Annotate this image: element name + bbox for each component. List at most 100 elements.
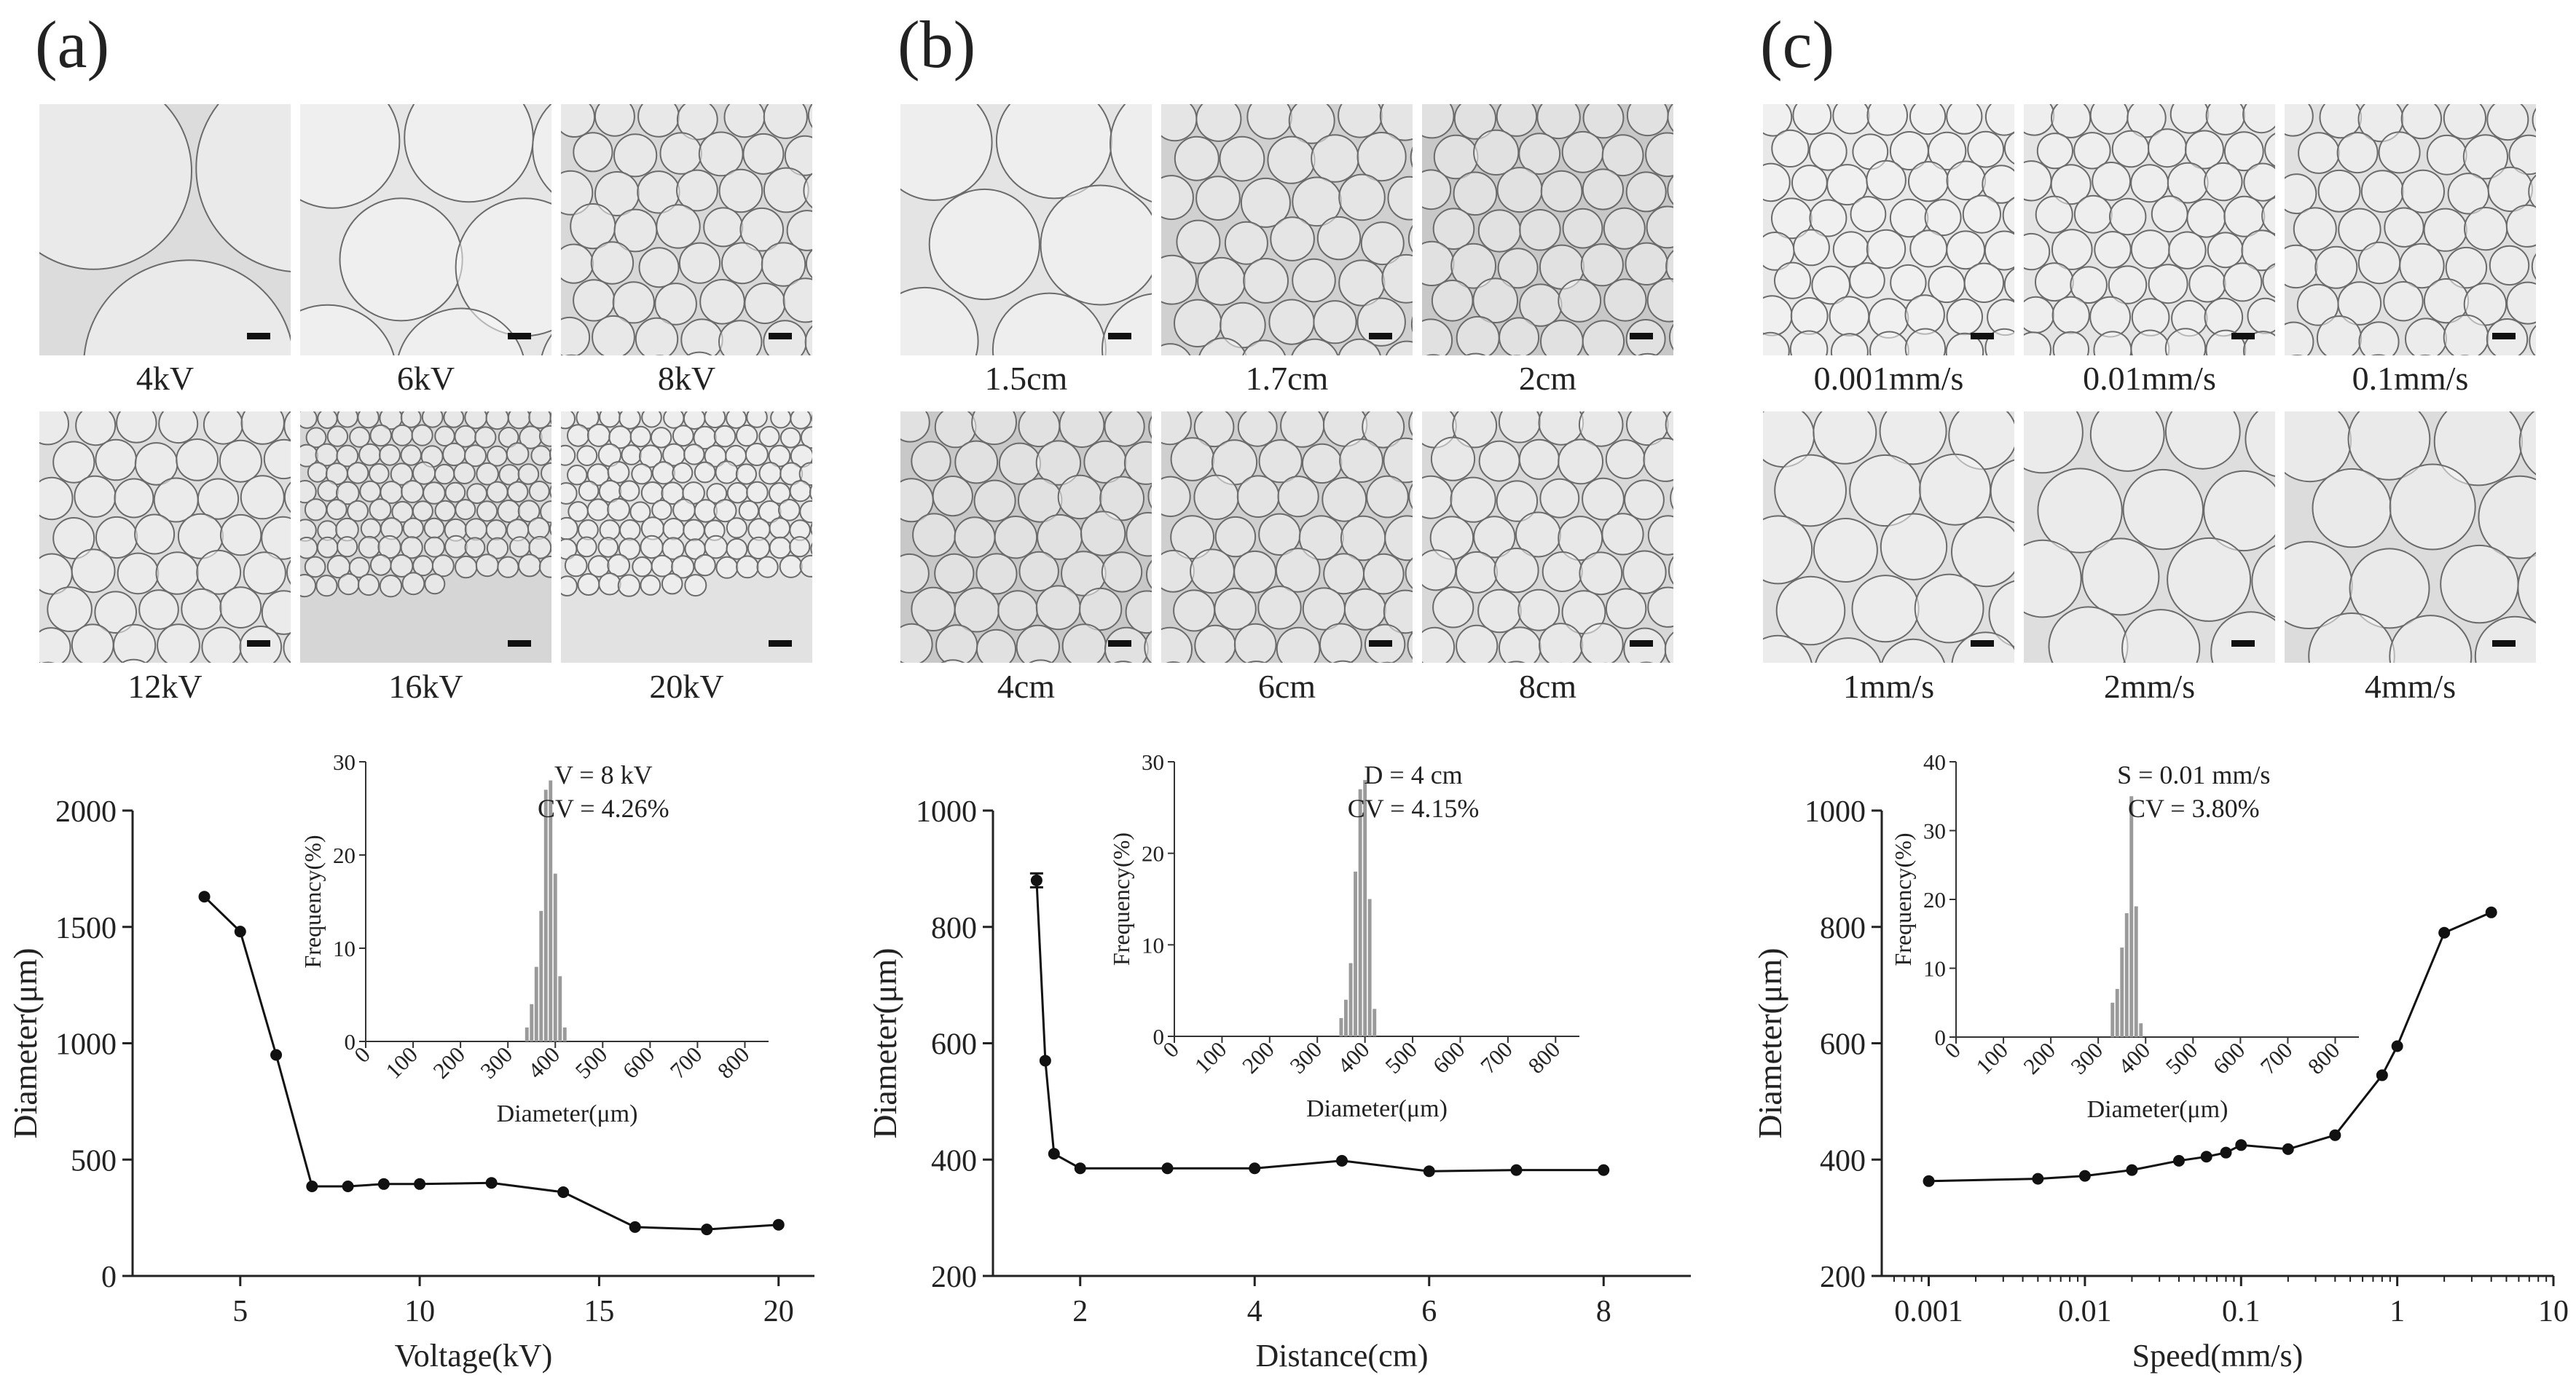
microsphere — [1190, 548, 1235, 594]
microsphere — [1982, 165, 2014, 204]
microsphere — [932, 476, 973, 517]
microsphere — [357, 573, 380, 596]
microsphere — [726, 537, 748, 560]
scale-bar — [1971, 333, 1994, 339]
microsphere — [2405, 318, 2447, 355]
microsphere — [134, 513, 176, 555]
micrograph-caption: 1.7cm — [1245, 360, 1329, 397]
microsphere — [1879, 411, 1947, 465]
microsphere — [1267, 135, 1316, 184]
y-tick-label: 600 — [931, 1028, 977, 1062]
microsphere — [283, 481, 291, 513]
microsphere — [219, 439, 262, 483]
microsphere — [1763, 331, 1790, 355]
scale-bar — [1108, 640, 1131, 647]
microsphere — [391, 424, 414, 446]
microsphere — [1904, 328, 1947, 355]
data-point — [234, 926, 246, 938]
microsphere — [597, 537, 619, 558]
micrograph-image — [900, 104, 1152, 355]
microsphere — [74, 475, 117, 518]
microsphere — [1147, 484, 1152, 509]
microsphere — [598, 572, 621, 596]
microsphere — [1578, 411, 1624, 447]
x-tick-label: 0.1 — [2222, 1295, 2261, 1328]
microsphere — [121, 658, 146, 663]
microsphere — [561, 444, 576, 466]
microsphere — [662, 518, 685, 540]
microsphere — [1809, 199, 1847, 237]
microsphere — [1951, 516, 2014, 588]
data-point — [2329, 1129, 2341, 1141]
microsphere — [464, 537, 486, 559]
microsphere — [1224, 221, 1268, 265]
microsphere — [52, 517, 95, 559]
microsphere — [2121, 609, 2201, 663]
microsphere — [464, 444, 487, 468]
microsphere — [1385, 340, 1413, 355]
micrograph-caption: 0.01mm/s — [2083, 360, 2216, 397]
scale-bar — [1971, 640, 1994, 647]
microsphere — [1379, 104, 1413, 141]
microsphere — [2003, 267, 2014, 302]
microsphere — [567, 424, 590, 447]
microsphere — [1984, 104, 2014, 136]
microsphere — [1311, 134, 1359, 183]
microsphere — [113, 623, 157, 663]
microsphere — [300, 104, 401, 209]
microsphere — [1582, 104, 1625, 139]
microsphere — [1040, 184, 1152, 306]
data-point — [306, 1180, 318, 1192]
microsphere — [300, 480, 317, 504]
microsphere — [1473, 516, 1516, 559]
microsphere — [1813, 518, 1878, 583]
microsphere — [1219, 135, 1265, 182]
micrograph-image — [1422, 411, 1673, 663]
data-point — [772, 1218, 785, 1231]
microsphere — [1214, 587, 1257, 631]
micrograph-caption: 1mm/s — [1842, 668, 1935, 705]
microsphere — [379, 575, 403, 598]
microsphere — [157, 623, 200, 663]
micrograph-caption: 6cm — [1257, 668, 1316, 705]
microsphere — [747, 536, 771, 560]
microsphere — [735, 463, 757, 485]
data-point — [414, 1178, 426, 1190]
microsphere — [1465, 352, 1486, 355]
data-point — [2235, 1139, 2247, 1151]
microsphere — [2293, 207, 2337, 251]
microsphere — [975, 553, 1018, 595]
microsphere — [715, 460, 739, 484]
inset-y-axis-label: Frequency(%) — [1890, 832, 1916, 966]
microsphere — [1951, 631, 2014, 663]
microsphere — [1322, 476, 1367, 522]
microsphere — [369, 424, 392, 447]
microsphere — [2205, 104, 2245, 135]
histogram-bar — [1354, 871, 1357, 1036]
microsphere — [809, 484, 812, 500]
microsphere — [680, 318, 723, 355]
microsphere — [1667, 104, 1673, 133]
microsphere — [517, 553, 541, 578]
microsphere — [635, 317, 679, 355]
microsphere — [1558, 279, 1602, 323]
inset-x-tick-label: 700 — [665, 1041, 707, 1084]
microsphere — [1016, 624, 1060, 663]
histogram-bar — [558, 976, 562, 1041]
microsphere — [651, 554, 674, 578]
microsphere — [1542, 551, 1583, 592]
microsphere — [219, 513, 262, 556]
microsphere — [715, 556, 739, 579]
microsphere — [1643, 437, 1673, 482]
microsphere — [1518, 438, 1560, 480]
microsphere — [804, 325, 812, 355]
microsphere — [1057, 474, 1103, 520]
microsphere — [779, 554, 803, 578]
scale-bar — [247, 640, 270, 647]
micrograph-caption: 4cm — [997, 668, 1056, 705]
microsphere — [326, 499, 347, 521]
microsphere — [1170, 515, 1214, 560]
microsphere — [738, 500, 760, 521]
microsphere — [1665, 352, 1673, 355]
